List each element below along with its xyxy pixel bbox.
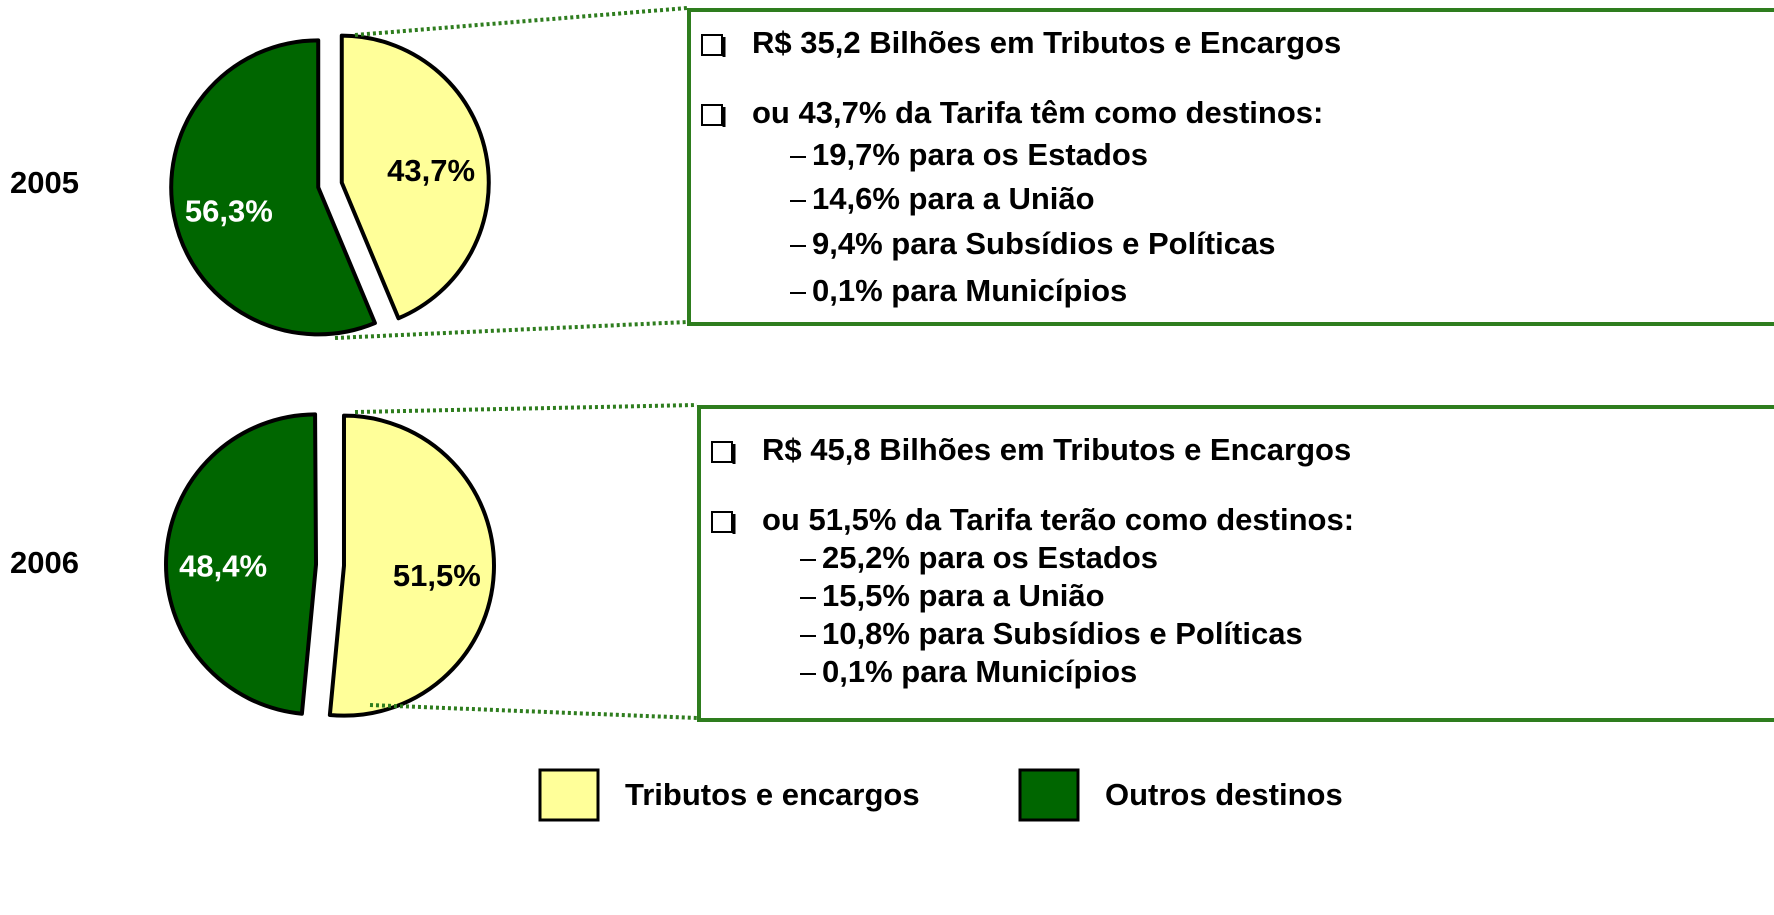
box-subitem: 15,5% para a União — [822, 578, 1105, 613]
legend-label: Outros destinos — [1105, 777, 1343, 812]
info-box — [687, 8, 1774, 326]
box-subitem: 10,8% para Subsídios e Políticas — [822, 616, 1303, 651]
connector — [334, 320, 688, 340]
bullet — [701, 104, 723, 126]
bullet — [701, 34, 723, 56]
info-box — [697, 405, 1774, 722]
legend-swatch — [538, 768, 600, 822]
box-subitem: 19,7% para os Estados — [812, 137, 1148, 172]
pie-slice — [169, 38, 377, 337]
pie-slice — [164, 412, 319, 716]
box-subitem: 25,2% para os Estados — [822, 540, 1158, 575]
box-item: ou 51,5% da Tarifa terão como destinos: — [762, 502, 1354, 537]
year-label: 2006 — [10, 545, 79, 580]
box-subitem: 0,1% para Municípios — [812, 273, 1127, 308]
connector — [369, 703, 698, 720]
slice-label: 48,4% — [179, 548, 267, 583]
box-item: R$ 45,8 Bilhões em Tributos e Encargos — [762, 432, 1351, 467]
bullet — [711, 441, 733, 463]
box-subitem: 14,6% para a União — [812, 181, 1095, 216]
pie-slice — [339, 33, 491, 321]
bullet — [711, 511, 733, 533]
box-subitem: 0,1% para Municípios — [822, 654, 1137, 689]
slice-label: 43,7% — [387, 153, 475, 188]
connector — [354, 403, 698, 414]
box-subitem: 9,4% para Subsídios e Políticas — [812, 226, 1275, 261]
legend-swatch — [1018, 768, 1080, 822]
connector — [354, 6, 688, 37]
box-item: R$ 35,2 Bilhões em Tributos e Encargos — [752, 25, 1341, 60]
legend-label: Tributos e encargos — [625, 777, 920, 812]
year-label: 2005 — [10, 165, 79, 200]
slice-label: 51,5% — [393, 558, 481, 593]
box-item: ou 43,7% da Tarifa têm como destinos: — [752, 95, 1323, 130]
slice-label: 56,3% — [185, 193, 273, 228]
